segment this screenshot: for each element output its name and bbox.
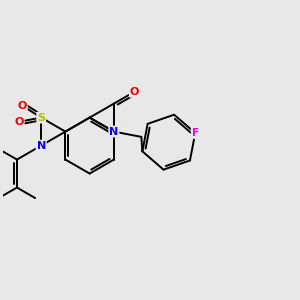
Text: F: F (192, 128, 199, 138)
Text: N: N (109, 127, 119, 136)
Text: S: S (37, 112, 45, 123)
Text: N: N (37, 141, 46, 151)
Text: O: O (17, 100, 27, 111)
Text: O: O (130, 87, 139, 97)
Text: O: O (14, 117, 24, 127)
